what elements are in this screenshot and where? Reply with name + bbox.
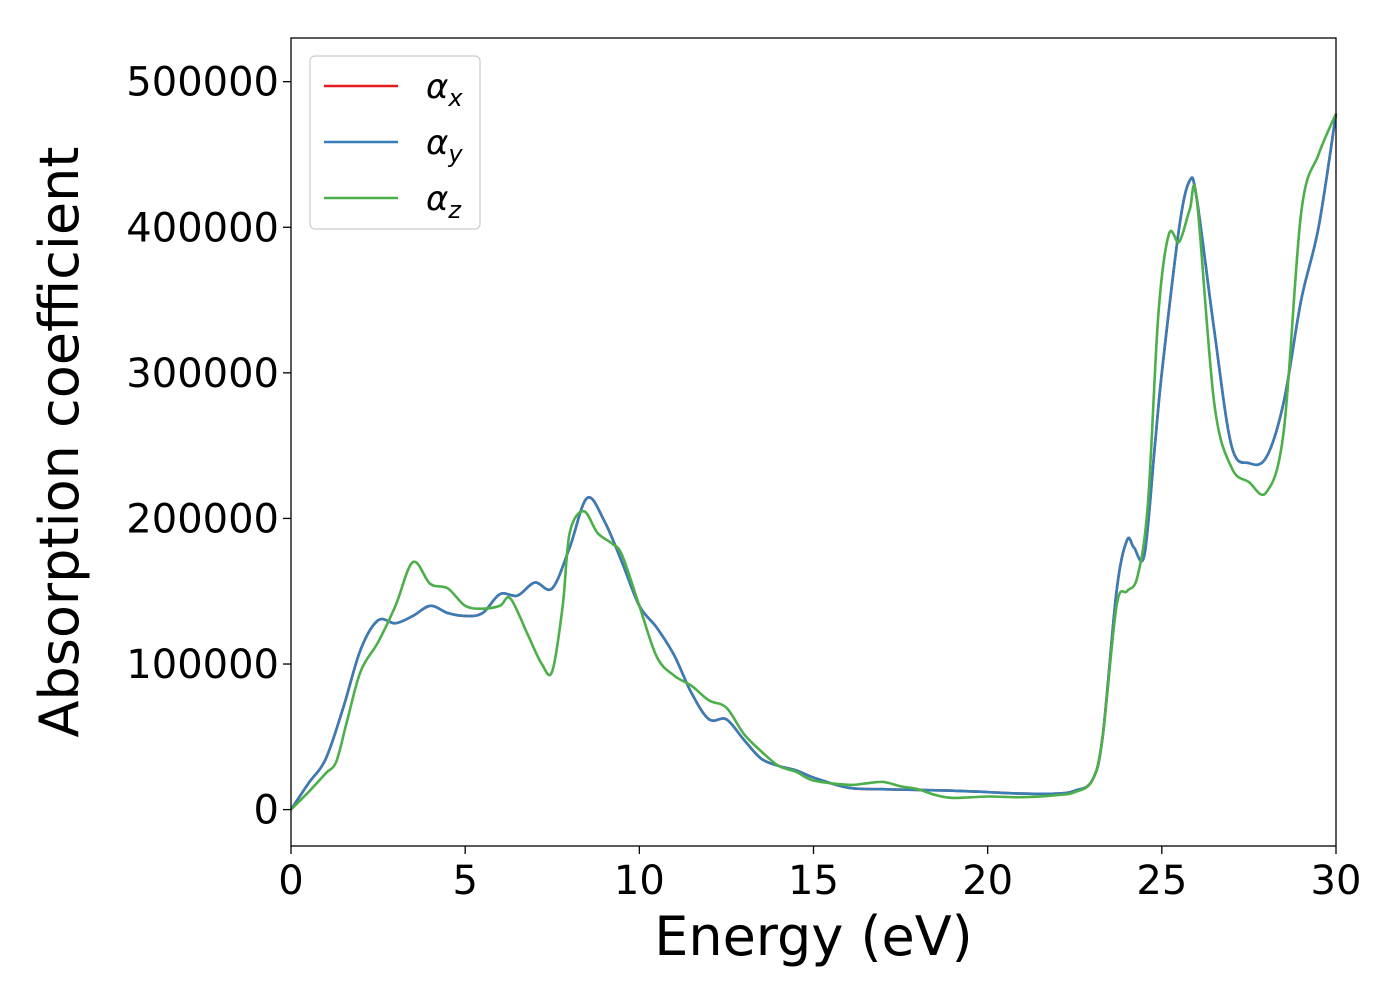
x-tick-label: 15	[788, 858, 839, 904]
x-tick-label: 5	[452, 858, 477, 904]
legend-entry: αz	[426, 179, 462, 224]
legend-entry: αx	[426, 67, 463, 112]
x-tick-label: 20	[962, 858, 1013, 904]
x-tick-label: 25	[1136, 858, 1187, 904]
x-axis-ticks: 0 5 10 15 20 25 30	[278, 846, 1361, 904]
series-line-α-y	[289, 113, 1338, 811]
y-axis-label: Absorption coefficient	[28, 147, 91, 738]
y-tick-label: 300000	[126, 351, 279, 397]
y-tick-label: 200000	[126, 496, 279, 542]
y-tick-label: 0	[254, 788, 279, 834]
x-tick-label: 10	[614, 858, 665, 904]
series-line-α-z	[290, 113, 1338, 811]
y-tick-label: 400000	[126, 205, 279, 251]
legend-entry: αy	[426, 123, 463, 168]
y-tick-label: 100000	[126, 642, 279, 688]
x-tick-label: 30	[1311, 858, 1362, 904]
series-layer	[289, 113, 1338, 811]
y-tick-label: 500000	[126, 60, 279, 106]
legend: αx αy αz	[309, 55, 481, 230]
x-tick-label: 0	[278, 858, 303, 904]
y-axis-ticks: 0 100000 200000 300000 400000 500000	[126, 60, 291, 834]
x-axis-label: Energy (eV)	[654, 905, 973, 968]
